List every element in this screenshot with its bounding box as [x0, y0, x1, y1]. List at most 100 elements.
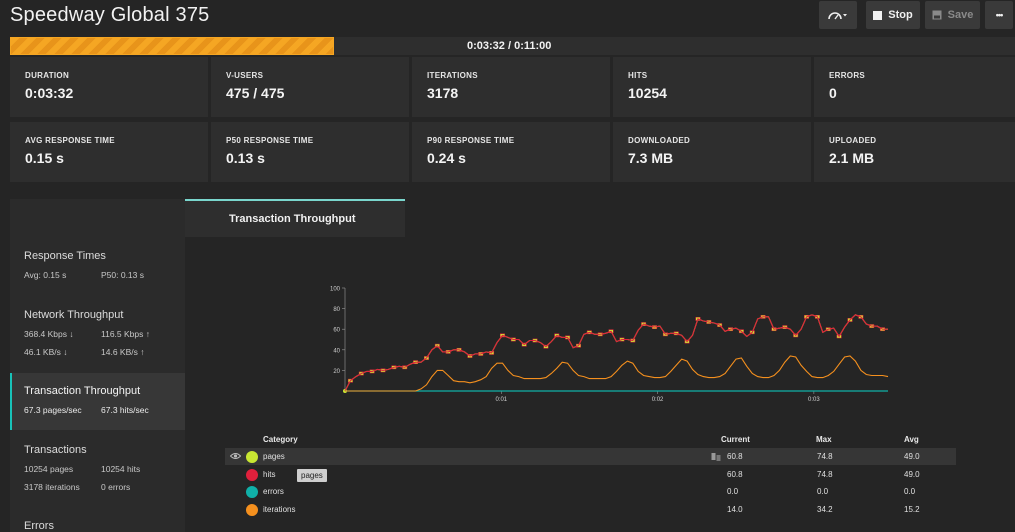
stat-p90-response-time: P90 RESPONSE TIME 0.24 s	[412, 122, 610, 182]
legend-max: 74.8	[817, 452, 833, 461]
stat-duration: DURATION 0:03:32	[10, 57, 208, 117]
stat-value: 2.1 MB	[829, 150, 875, 166]
sidebar-value: 14.6 KB/s ↑	[101, 347, 145, 357]
stat-avg-response-time: AVG RESPONSE TIME 0.15 s	[10, 122, 208, 182]
y-tick-label: 20	[333, 369, 340, 375]
sidebar-value: 10254 pages	[24, 464, 74, 474]
legend-name: hits	[263, 470, 276, 479]
save-label: Save	[947, 9, 974, 21]
sidebar-item-title: Transaction Throughput	[24, 385, 141, 397]
series-color-dot	[246, 504, 258, 516]
legend-max: 74.8	[817, 470, 833, 479]
sidebar-value: 46.1 KB/s ↓	[24, 347, 68, 357]
sidebar-item-title: Response Times	[24, 250, 106, 262]
sidebar-value: 3178 iterations	[24, 482, 80, 492]
stat-label: AVG RESPONSE TIME	[25, 136, 115, 145]
sidebar-value: Avg: 0.15 s	[24, 270, 67, 280]
stat-label: ITERATIONS	[427, 71, 478, 80]
stat-value: 0.15 s	[25, 150, 64, 166]
legend-row-iterations[interactable]: iterations 14.0 34.2 15.2	[225, 501, 956, 518]
stat-label: V-USERS	[226, 71, 264, 80]
stat-label: P90 RESPONSE TIME	[427, 136, 515, 145]
save-icon	[932, 10, 942, 20]
stat-value: 3178	[427, 85, 459, 101]
legend-row-hits[interactable]: hits 60.8 74.8 49.0	[225, 466, 956, 483]
stat-label: P50 RESPONSE TIME	[226, 136, 314, 145]
save-button[interactable]: Save	[925, 1, 980, 29]
sidebar-item-title: Network Throughput	[24, 309, 124, 321]
progress-text: 0:03:32 / 0:11:00	[467, 40, 552, 52]
legend-name: iterations	[263, 505, 296, 514]
stat-label: ERRORS	[829, 71, 866, 80]
stop-button[interactable]: Stop	[866, 1, 920, 29]
throughput-chart: 20 40 60 80 100 0:01 0:02 0:03	[330, 287, 889, 402]
series-color-dot	[246, 486, 258, 498]
pin-icon[interactable]	[711, 452, 721, 462]
sidebar-item-title: Transactions	[24, 444, 87, 456]
series-color-dot	[246, 469, 258, 481]
stat-value: 0	[829, 85, 837, 101]
sidebar-value: P50: 0.13 s	[101, 270, 145, 280]
sidebar-item-title: Errors	[24, 520, 54, 532]
sidebar-value: 10254 hits	[101, 464, 141, 474]
stat-value: 7.3 MB	[628, 150, 674, 166]
sidebar-item-transactions[interactable]: Transactions 10254 pages 10254 hits 3178…	[10, 444, 185, 504]
stat-value: 475 / 475	[226, 85, 285, 101]
stat-hits: HITS 10254	[613, 57, 811, 117]
stat-value: 10254	[628, 85, 667, 101]
stat-label: UPLOADED	[829, 136, 877, 145]
legend-avg: 0.0	[904, 487, 916, 496]
sidebar	[10, 199, 185, 532]
legend-row-errors[interactable]: errors 0.0 0.0 0.0	[225, 483, 956, 500]
stat-value: 0.13 s	[226, 150, 265, 166]
y-tick-label: 100	[330, 287, 341, 293]
sidebar-item-transaction-throughput[interactable]: Transaction Throughput 67.3 pages/sec 67…	[10, 373, 185, 430]
sidebar-item-errors[interactable]: Errors	[10, 520, 185, 532]
x-tick-label: 0:03	[808, 397, 820, 402]
stat-label: DURATION	[25, 71, 70, 80]
stop-icon	[873, 10, 883, 20]
series-tooltip: pages	[297, 469, 327, 482]
stat-uploaded: UPLOADED 2.1 MB	[814, 122, 1015, 182]
stat-value: 0.24 s	[427, 150, 466, 166]
legend-max: 34.2	[817, 505, 833, 514]
legend-current: 60.8	[727, 452, 743, 461]
stat-label: HITS	[628, 71, 648, 80]
legend-current: 60.8	[727, 470, 743, 479]
legend-name: errors	[263, 487, 284, 496]
stat-downloaded: DOWNLOADED 7.3 MB	[613, 122, 811, 182]
speed-dropdown-button[interactable]	[819, 1, 857, 29]
stat-value: 0:03:32	[25, 85, 74, 101]
legend-header-avg: Avg	[904, 435, 919, 444]
more-button[interactable]: •••	[985, 1, 1013, 29]
tab-transaction-throughput[interactable]: Transaction Throughput	[185, 199, 405, 237]
sidebar-value: 116.5 Kbps ↑	[101, 329, 150, 339]
legend-header-max: Max	[816, 435, 832, 444]
stat-p50-response-time: P50 RESPONSE TIME 0.13 s	[211, 122, 409, 182]
more-icon: •••	[995, 10, 1004, 20]
stat-iterations: ITERATIONS 3178	[412, 57, 610, 117]
y-tick-label: 40	[333, 348, 340, 354]
legend-current: 14.0	[727, 505, 743, 514]
stat-label: DOWNLOADED	[628, 136, 691, 145]
series-color-dot	[246, 451, 258, 463]
tab-label: Transaction Throughput	[229, 213, 356, 225]
legend-avg: 49.0	[904, 452, 920, 461]
series-line-hits	[344, 314, 888, 392]
sidebar-item-response-times[interactable]: Response Times Avg: 0.15 s P50: 0.13 s	[10, 250, 185, 306]
eye-icon[interactable]	[230, 452, 241, 460]
stat-v-users: V-USERS 475 / 475	[211, 57, 409, 117]
progress-fill	[10, 37, 334, 55]
legend-max: 0.0	[817, 487, 829, 496]
legend-header-category: Category	[263, 435, 298, 444]
sidebar-value: 368.4 Kbps ↓	[24, 329, 74, 339]
x-tick-label: 0:02	[652, 397, 664, 402]
page-title: Speedway Global 375	[10, 4, 210, 26]
gauge-icon	[828, 12, 847, 20]
legend-name: pages	[263, 452, 285, 461]
sidebar-item-network-throughput[interactable]: Network Throughput 368.4 Kbps ↓ 116.5 Kb…	[10, 309, 185, 371]
sidebar-value: 67.3 pages/sec	[24, 405, 82, 415]
legend-row-pages[interactable]: pages 60.8 74.8 49.0	[225, 448, 956, 465]
x-tick-label: 0:01	[495, 397, 507, 402]
y-tick-label: 60	[333, 328, 340, 334]
